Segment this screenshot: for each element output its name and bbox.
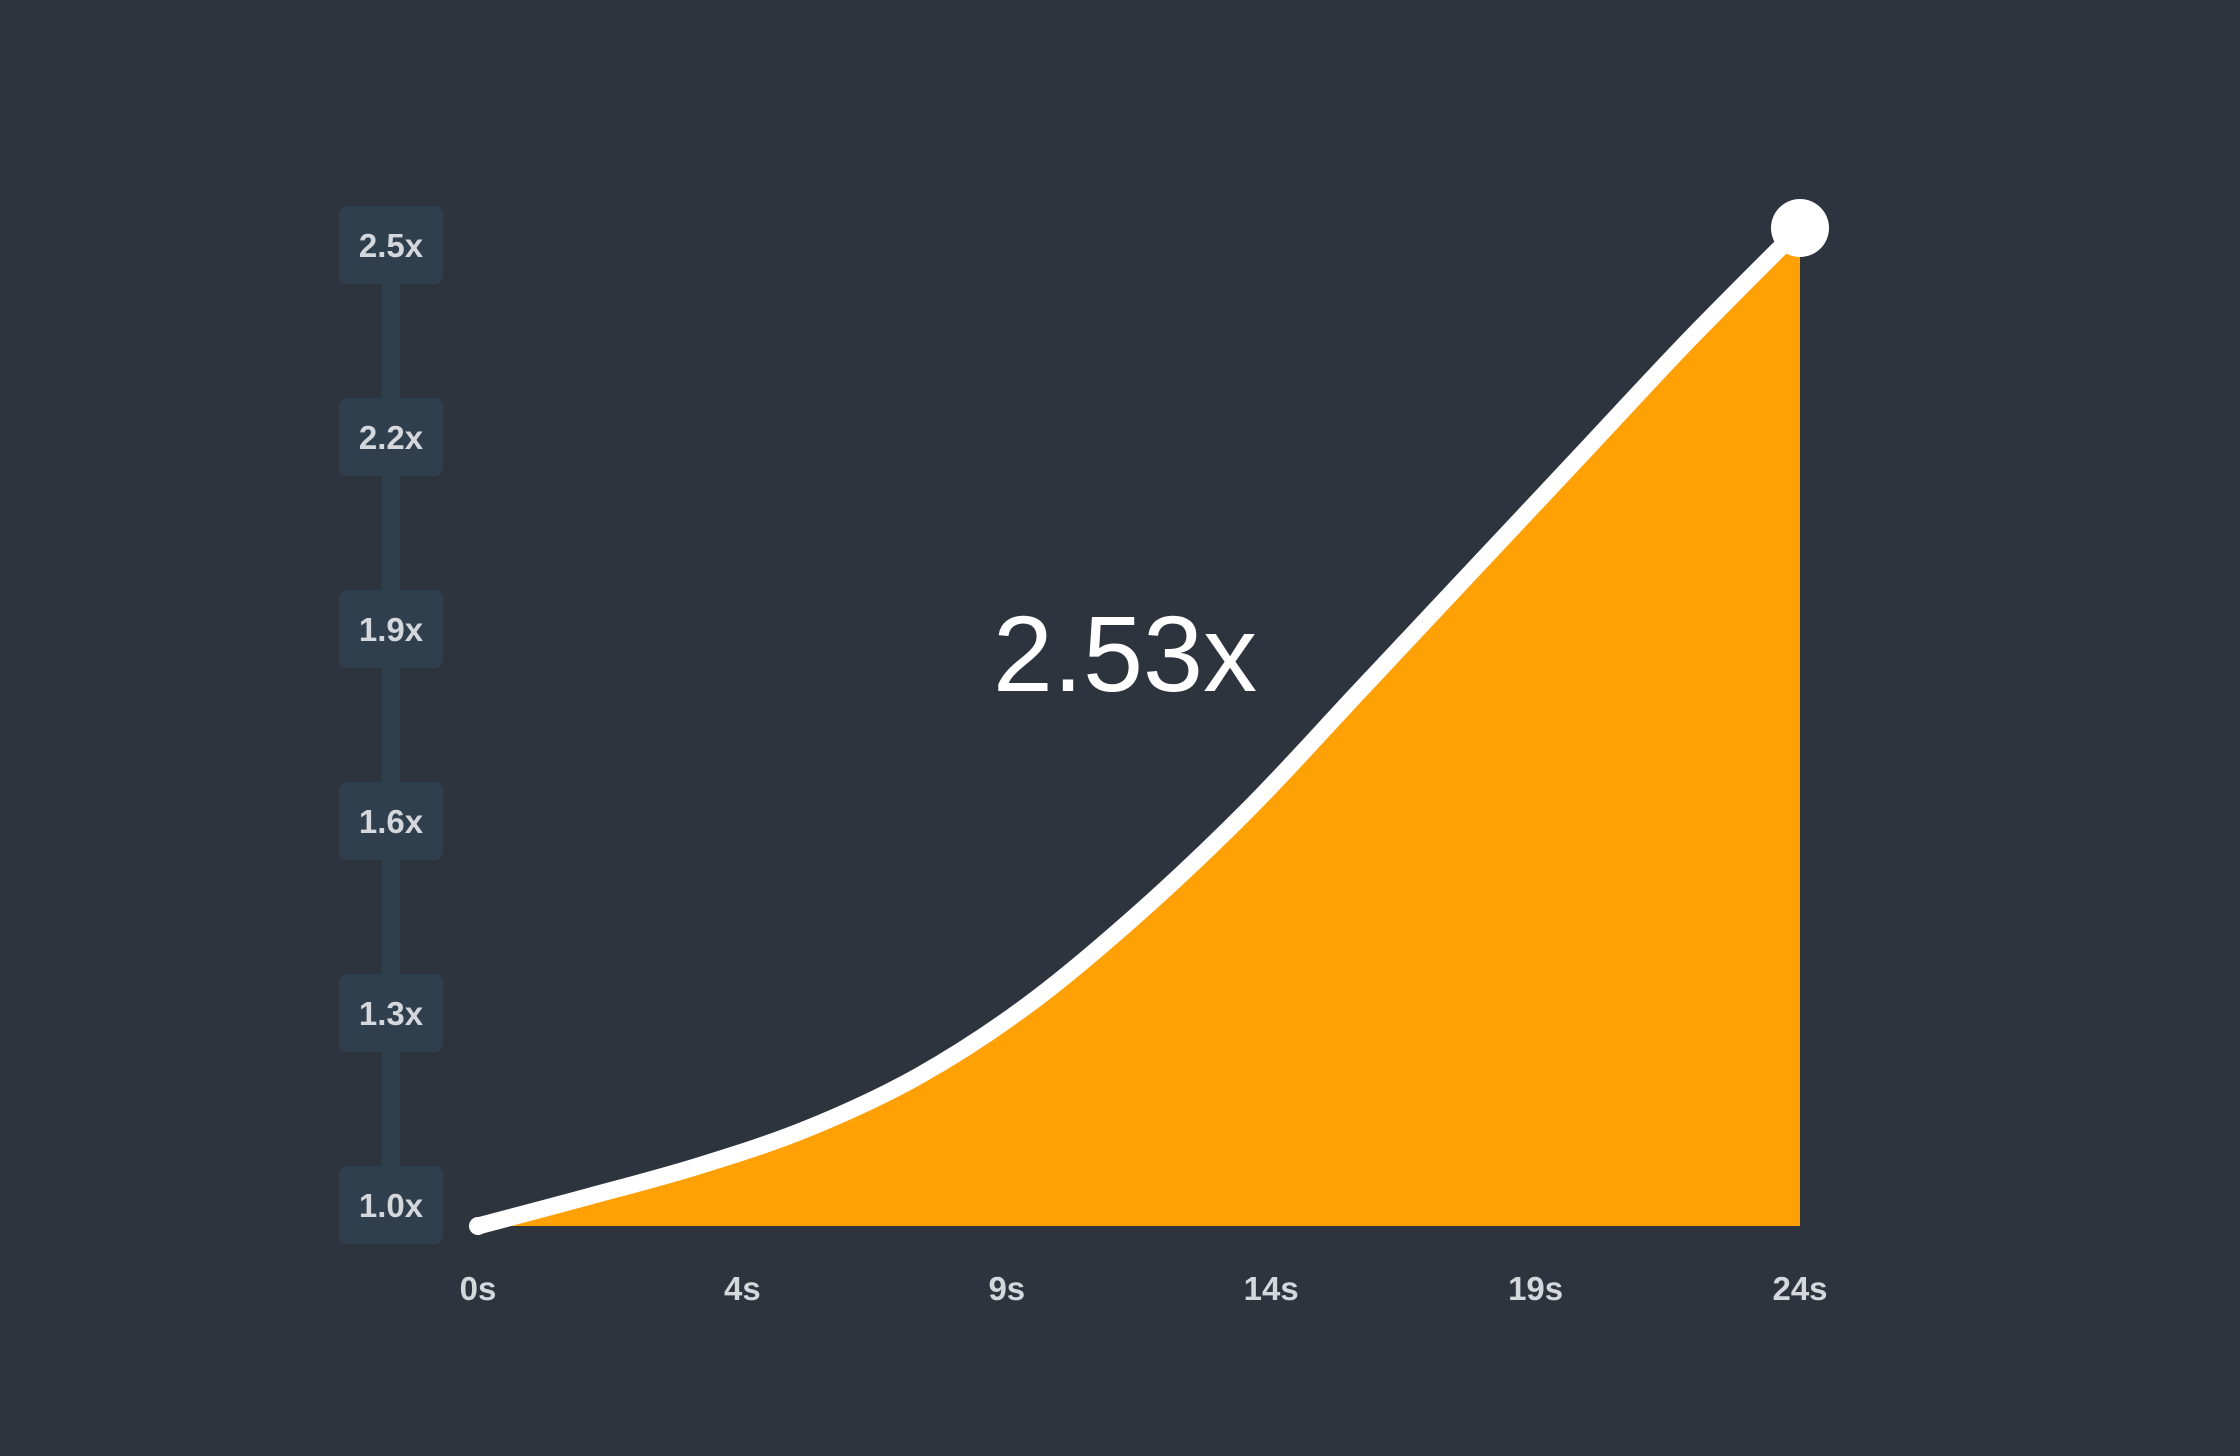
y-tick-label: 1.6x [359,803,424,840]
y-tick-badge: 1.6x [339,782,443,860]
curve-line [469,219,1809,1235]
x-tick-label: 0s [460,1270,497,1307]
y-tick-label: 1.9x [359,611,424,648]
x-axis-ticks: 0s 4s 9s 14s 19s 24s [460,1270,1828,1307]
multiplier-readout: 2.53x [992,593,1258,714]
x-tick-label: 14s [1244,1270,1299,1307]
y-tick-label: 2.2x [359,419,424,456]
x-tick-label: 19s [1508,1270,1563,1307]
y-tick-badge-bg [339,398,443,476]
y-tick-badge-bg [339,590,443,668]
y-tick-label: 1.3x [359,995,424,1032]
y-tick-badge-bg [339,1166,443,1244]
x-tick-label: 9s [988,1270,1025,1307]
y-tick-badge: 2.2x [339,398,443,476]
curve-end-point [1771,199,1829,257]
x-tick-label: 4s [724,1270,761,1307]
y-axis-ticks: 1.0x 1.3x 1.6x 1.9x 2.2x 2.5x [339,206,443,1244]
y-tick-badge: 1.9x [339,590,443,668]
y-tick-label: 1.0x [359,1187,424,1224]
x-tick-label: 24s [1772,1270,1827,1307]
y-tick-badge: 1.0x [339,1166,443,1244]
y-tick-label: 2.5x [359,227,424,264]
y-tick-badge: 1.3x [339,974,443,1052]
curve-start-point [469,1217,487,1235]
y-tick-badge-bg [339,974,443,1052]
y-tick-badge-bg [339,206,443,284]
y-tick-badge: 2.5x [339,206,443,284]
curve-area-fill [478,228,1800,1226]
y-tick-badge-bg [339,782,443,860]
